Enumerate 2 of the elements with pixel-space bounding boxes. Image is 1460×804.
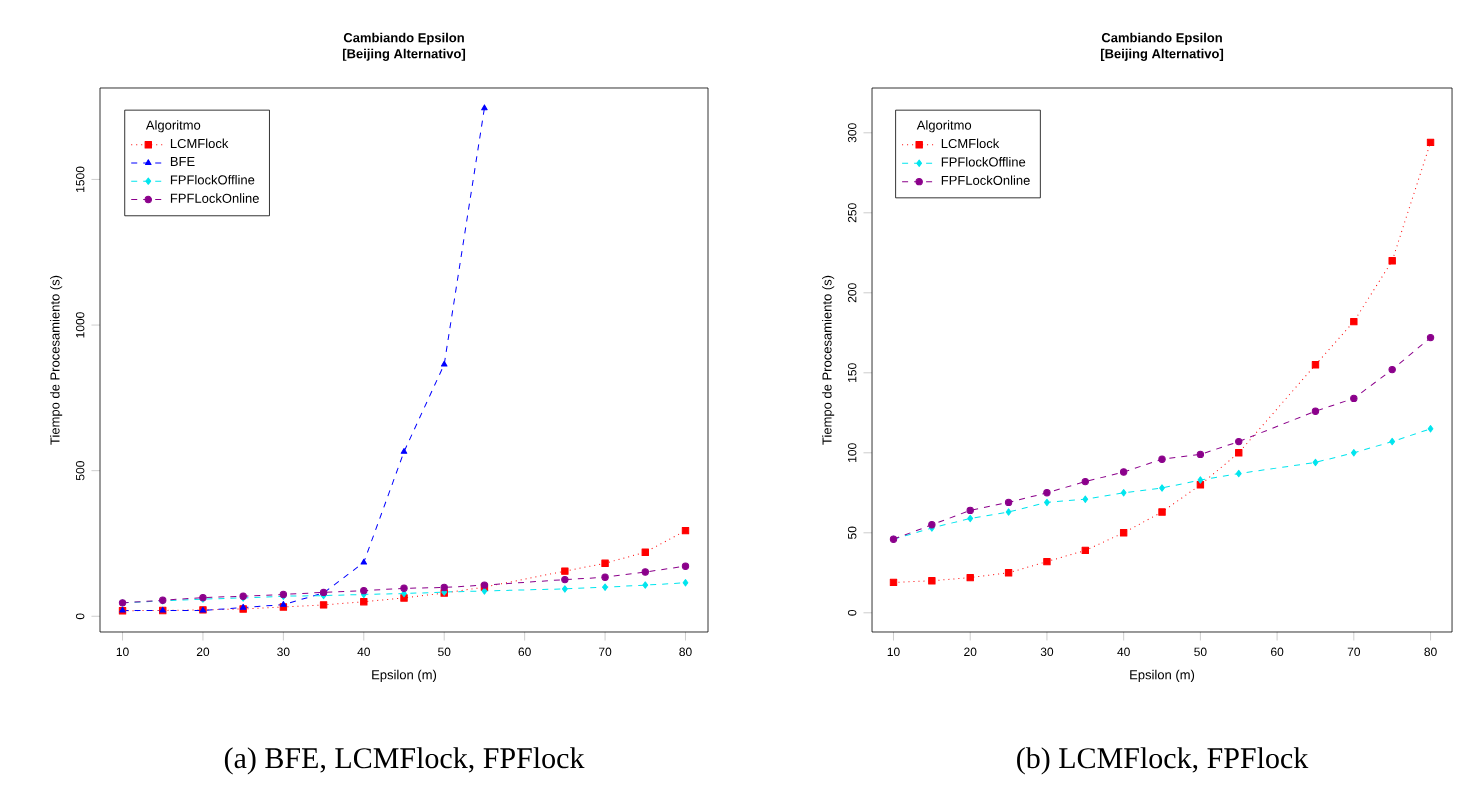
text: (a) BFE, LCMFlock, FPFlock [224,747,585,775]
text: (b) LCMFlock, FPFlock [1017,747,1309,775]
